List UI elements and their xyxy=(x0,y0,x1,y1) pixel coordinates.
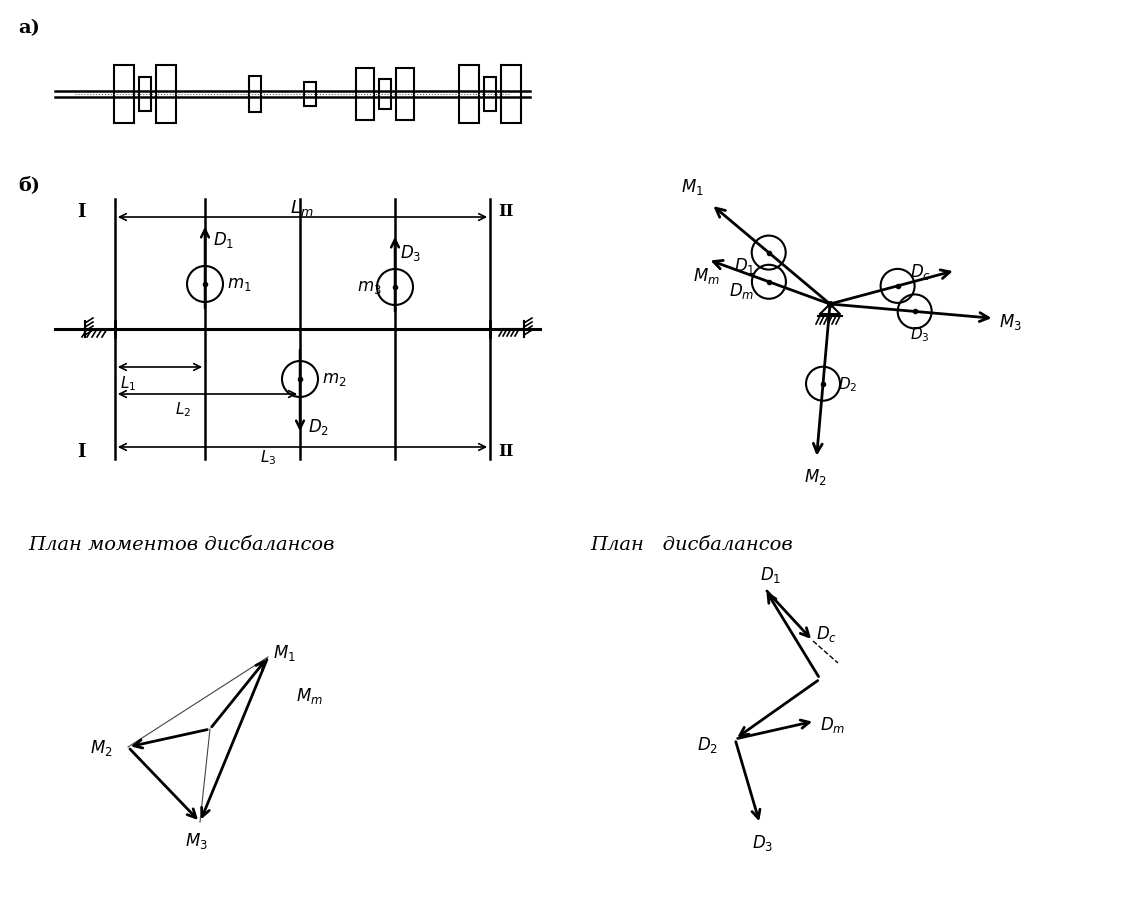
Text: $M_1$: $M_1$ xyxy=(273,642,295,663)
Text: $D_2$: $D_2$ xyxy=(838,375,857,393)
Text: $D_m$: $D_m$ xyxy=(820,714,846,734)
Text: $M_2$: $M_2$ xyxy=(91,737,112,757)
Text: $D_1$: $D_1$ xyxy=(760,564,781,584)
Text: II: II xyxy=(498,203,514,221)
Text: I: I xyxy=(77,203,86,221)
Bar xyxy=(396,69,414,121)
Bar xyxy=(379,80,391,110)
Text: $m_3$: $m_3$ xyxy=(357,279,381,296)
Text: $M_1$: $M_1$ xyxy=(681,177,704,198)
Text: $m_2$: $m_2$ xyxy=(321,371,346,388)
Text: $D_3$: $D_3$ xyxy=(910,324,929,344)
Text: $L_1$: $L_1$ xyxy=(120,374,136,393)
Bar xyxy=(139,78,151,112)
Text: $D_m$: $D_m$ xyxy=(729,280,754,301)
Bar xyxy=(484,78,496,112)
Text: II: II xyxy=(498,443,514,460)
Text: План   дисбалансов: План дисбалансов xyxy=(590,536,792,553)
Text: $D_3$: $D_3$ xyxy=(752,832,773,852)
Text: $M_3$: $M_3$ xyxy=(185,830,208,850)
Text: б): б) xyxy=(18,176,40,194)
Text: $D_c$: $D_c$ xyxy=(910,262,931,281)
Text: $D_2$: $D_2$ xyxy=(697,734,718,754)
Text: $L_2$: $L_2$ xyxy=(175,400,191,419)
Text: $M_m$: $M_m$ xyxy=(693,266,720,285)
Text: План моментов дисбалансов: План моментов дисбалансов xyxy=(28,536,334,553)
Text: $D_1$: $D_1$ xyxy=(734,255,755,276)
Text: $L_3$: $L_3$ xyxy=(260,448,276,467)
Text: $L_m$: $L_m$ xyxy=(290,198,314,218)
Text: $D_1$: $D_1$ xyxy=(213,230,234,250)
Text: $D_c$: $D_c$ xyxy=(816,623,837,643)
Text: $M_m$: $M_m$ xyxy=(295,686,323,705)
Text: $D_2$: $D_2$ xyxy=(308,416,329,437)
Text: $m_1$: $m_1$ xyxy=(228,277,251,293)
Bar xyxy=(355,69,374,121)
Bar xyxy=(458,66,479,124)
Text: I: I xyxy=(77,443,86,460)
Text: а): а) xyxy=(18,19,40,37)
Text: $M_2$: $M_2$ xyxy=(805,467,827,487)
Bar xyxy=(305,83,316,107)
Bar xyxy=(501,66,521,124)
Bar xyxy=(114,66,134,124)
Bar xyxy=(249,77,261,113)
Text: $M_3$: $M_3$ xyxy=(1000,312,1022,332)
Bar xyxy=(156,66,175,124)
Text: $D_3$: $D_3$ xyxy=(400,243,421,263)
